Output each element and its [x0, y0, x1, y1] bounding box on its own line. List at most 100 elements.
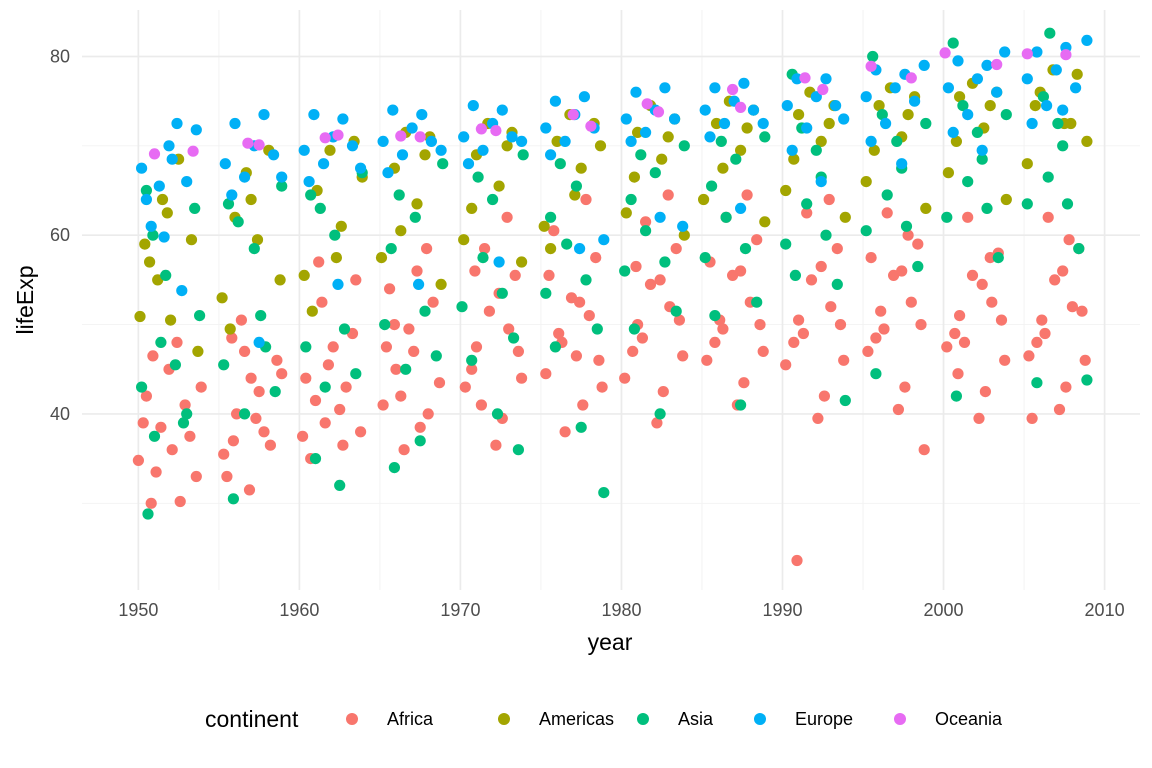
data-point: [632, 126, 644, 138]
data-point: [720, 211, 732, 223]
data-point: [1057, 104, 1069, 116]
data-point: [308, 109, 320, 121]
data-point: [194, 310, 206, 322]
data-point: [388, 462, 400, 474]
x-tick-label: 1970: [440, 600, 480, 620]
data-point: [575, 421, 587, 433]
legend-key-americas: [498, 713, 510, 725]
data-point: [815, 176, 827, 188]
data-point: [487, 193, 499, 206]
data-point: [414, 131, 426, 143]
data-point: [470, 341, 483, 353]
data-point: [704, 131, 716, 143]
data-point: [472, 171, 484, 183]
data-point: [636, 332, 649, 344]
data-point: [231, 408, 243, 420]
data-point: [915, 319, 927, 331]
data-point: [905, 72, 917, 84]
data-point: [912, 260, 924, 273]
data-point: [920, 202, 932, 214]
data-point: [192, 345, 204, 357]
data-point: [1029, 100, 1041, 112]
data-point: [992, 252, 1004, 264]
data-point: [699, 104, 711, 116]
data-point: [991, 86, 1003, 98]
data-point: [156, 193, 169, 206]
data-point: [954, 91, 966, 103]
data-point: [430, 350, 442, 362]
data-point: [1031, 377, 1043, 389]
data-point: [166, 153, 178, 165]
data-point: [219, 158, 231, 170]
data-point: [224, 323, 236, 335]
data-point: [512, 345, 525, 357]
data-point: [300, 372, 312, 384]
data-point: [735, 265, 747, 277]
data-point: [425, 135, 437, 147]
data-point: [235, 314, 247, 326]
data-point: [947, 126, 959, 138]
data-point: [393, 189, 405, 201]
data-point: [276, 171, 288, 183]
data-point: [232, 216, 244, 228]
data-point: [456, 301, 468, 313]
data-point: [875, 305, 887, 317]
data-point: [709, 336, 721, 348]
data-point: [1037, 91, 1049, 103]
data-point: [759, 131, 771, 143]
data-point: [984, 252, 996, 264]
series-oceania: [148, 47, 1072, 160]
data-point: [1036, 314, 1048, 326]
data-point: [545, 149, 557, 161]
data-point: [184, 430, 196, 442]
data-point: [387, 104, 399, 116]
data-point: [147, 350, 159, 362]
data-point: [377, 135, 389, 147]
data-point: [390, 363, 402, 375]
data-point: [673, 314, 686, 326]
data-point: [941, 211, 953, 223]
data-point: [538, 220, 550, 232]
data-point: [735, 144, 747, 156]
data-point: [335, 220, 347, 232]
data-point: [812, 412, 824, 424]
data-point: [962, 176, 974, 188]
data-point: [962, 211, 974, 223]
data-point: [981, 202, 993, 214]
data-point: [171, 117, 183, 130]
data-point: [319, 132, 331, 144]
data-point: [941, 341, 953, 353]
data-point: [902, 109, 914, 121]
data-point: [834, 319, 847, 331]
x-tick-label: 1950: [118, 600, 158, 620]
data-point: [918, 59, 930, 71]
legend-label-africa: Africa: [387, 709, 434, 729]
data-point: [297, 430, 309, 442]
data-point: [268, 149, 280, 161]
data-point: [1070, 82, 1082, 94]
data-point: [958, 336, 971, 348]
data-point: [1042, 211, 1054, 223]
data-point: [818, 390, 831, 402]
legend-key-europe: [754, 713, 766, 725]
data-point: [171, 336, 183, 348]
data-point: [659, 82, 671, 94]
data-point: [942, 167, 955, 179]
data-point: [258, 426, 270, 438]
data-point: [466, 363, 478, 375]
data-point: [190, 470, 202, 483]
data-point: [670, 243, 682, 255]
data-point: [466, 202, 478, 214]
data-point: [950, 390, 963, 402]
data-point: [187, 145, 199, 157]
data-point: [788, 153, 800, 165]
data-point: [305, 189, 317, 201]
data-point: [242, 137, 254, 149]
data-point: [640, 216, 652, 228]
data-point: [416, 109, 428, 121]
data-point: [912, 238, 924, 250]
data-point: [400, 363, 412, 375]
data-point: [801, 207, 813, 219]
data-point: [1061, 198, 1074, 210]
data-point: [276, 368, 288, 380]
